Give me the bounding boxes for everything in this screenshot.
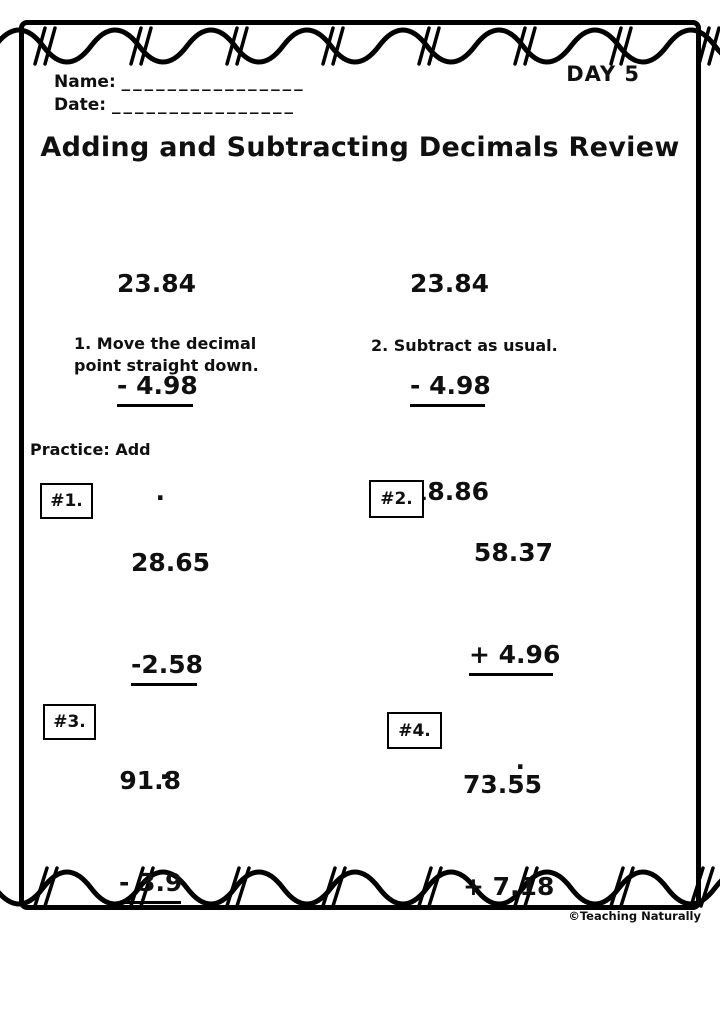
- example-1-caption: 1. Move the decimal point straight down.: [74, 334, 259, 375]
- problem-2-bottom-number: + 4.96: [469, 638, 560, 676]
- example-2-top-number: 23.84: [410, 269, 490, 298]
- problem-3: 91.8 - 3.9: [119, 696, 182, 1008]
- problem-1-tag: #1.: [40, 483, 93, 519]
- problem-2-answer: .: [515, 746, 526, 775]
- publisher-credit: ©Teaching Naturally: [568, 909, 701, 923]
- problem-3-bottom-number: - 3.9: [119, 866, 182, 904]
- problem-4-top-number: 73.55: [463, 770, 543, 799]
- page-border-frame: [19, 20, 701, 910]
- problem-3-top-number: 91.8: [119, 766, 181, 795]
- problem-4-number: #4.: [398, 720, 431, 741]
- practice-section-label: Practice: Add: [30, 440, 151, 459]
- example-2-caption: 2. Subtract as usual.: [371, 336, 558, 355]
- worksheet-title: Adding and Subtracting Decimals Review: [40, 132, 680, 163]
- problem-4-tag: #4.: [387, 712, 442, 749]
- problem-3-tag: #3.: [43, 704, 96, 740]
- top-wavy-border: [0, 26, 720, 66]
- problem-2-tag: #2.: [369, 480, 424, 518]
- date-row: Date: ________________: [54, 95, 296, 115]
- problem-4-bottom-number: + 7.18: [463, 870, 554, 908]
- day-badge: DAY 5: [566, 62, 640, 86]
- example-1-top-number: 23.84: [117, 269, 197, 298]
- problem-3-number: #3.: [53, 712, 86, 732]
- name-label: Name:: [54, 72, 116, 92]
- problem-1-top-number: 28.65: [131, 548, 211, 577]
- problem-1-number: #1.: [50, 491, 83, 511]
- example-1-answer: .: [155, 477, 166, 506]
- problem-2-number: #2.: [380, 489, 413, 509]
- date-blank-line: ________________: [111, 95, 296, 115]
- problem-1: 28.65 -2.58 .: [131, 478, 211, 820]
- problem-2: 58.37 + 4.96 .: [469, 468, 560, 810]
- name-row: Name: ________________: [54, 72, 306, 92]
- problem-4: 73.55 + 7.18: [463, 700, 554, 1012]
- problem-1-answer: .: [159, 756, 170, 785]
- example-1-bottom-number: - 4.98: [117, 369, 198, 407]
- date-label: Date:: [54, 95, 107, 115]
- problem-1-bottom-number: -2.58: [131, 648, 203, 686]
- example-problem-1: 23.84 - 4.98 .: [117, 199, 198, 541]
- example-2-bottom-number: - 4.98: [410, 369, 491, 407]
- problem-2-top-number: 58.37: [473, 538, 553, 567]
- name-blank-line: ________________: [121, 72, 306, 92]
